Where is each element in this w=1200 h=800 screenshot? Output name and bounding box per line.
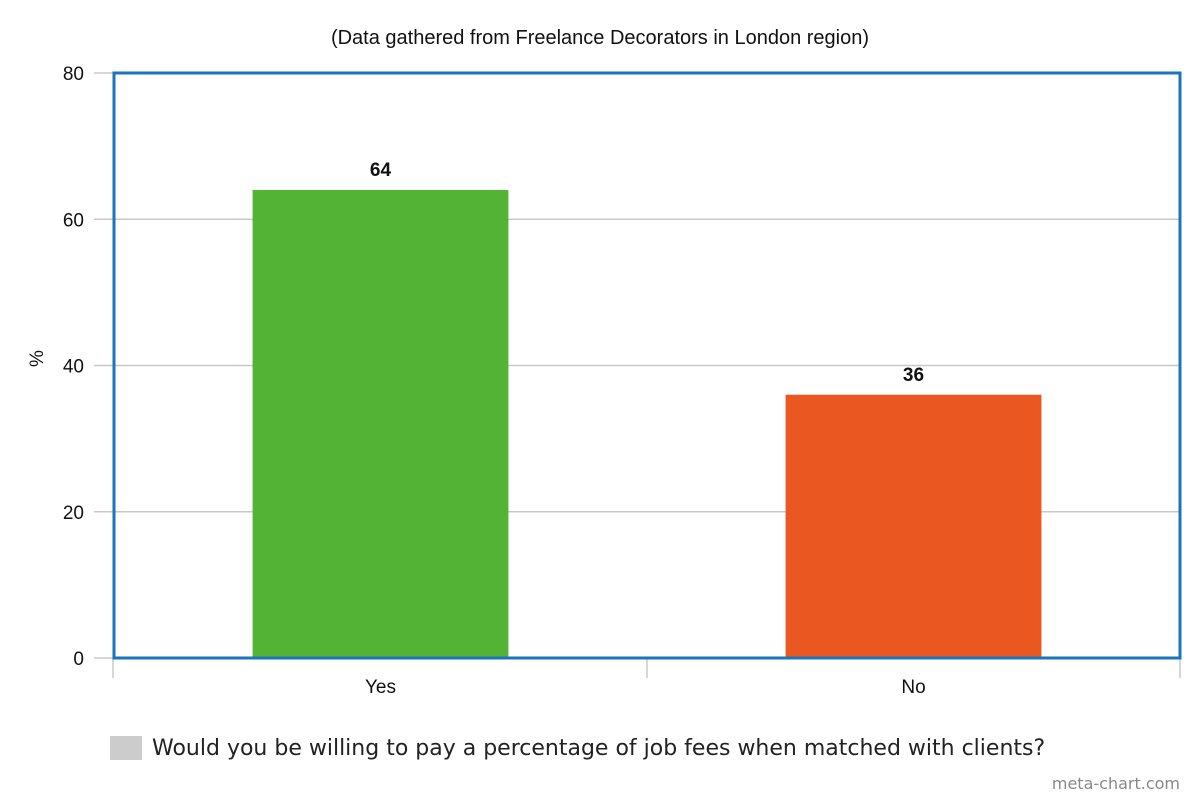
x-tick-label: No bbox=[901, 677, 925, 698]
data-labels: 64 36 bbox=[370, 160, 924, 386]
chart-subtitle: (Data gathered from Freelance Decorators… bbox=[331, 27, 869, 49]
y-tick-label: 80 bbox=[63, 64, 84, 85]
y-tick-label: 20 bbox=[63, 503, 84, 524]
y-axis-title: % bbox=[27, 350, 48, 367]
bar-no[interactable] bbox=[785, 394, 1042, 658]
bars bbox=[252, 190, 1042, 658]
x-tick-label: Yes bbox=[365, 677, 396, 698]
y-tick-label: 60 bbox=[63, 210, 84, 231]
x-axis-ticks: Yes No bbox=[112, 658, 1181, 698]
data-label: 64 bbox=[370, 160, 392, 181]
y-axis-ticks: 0 20 40 60 80 bbox=[63, 64, 114, 670]
plot-frame bbox=[112, 71, 1182, 660]
data-label: 36 bbox=[903, 365, 924, 386]
legend-label: Would you be willing to pay a percentage… bbox=[152, 735, 1046, 761]
legend-swatch bbox=[110, 736, 142, 760]
y-tick-label: 0 bbox=[73, 649, 84, 670]
legend: Would you be willing to pay a percentage… bbox=[110, 733, 1045, 763]
bar-yes[interactable] bbox=[252, 190, 509, 658]
y-tick-label: 40 bbox=[63, 357, 84, 378]
credit-text[interactable]: meta-chart.com bbox=[1051, 774, 1180, 793]
